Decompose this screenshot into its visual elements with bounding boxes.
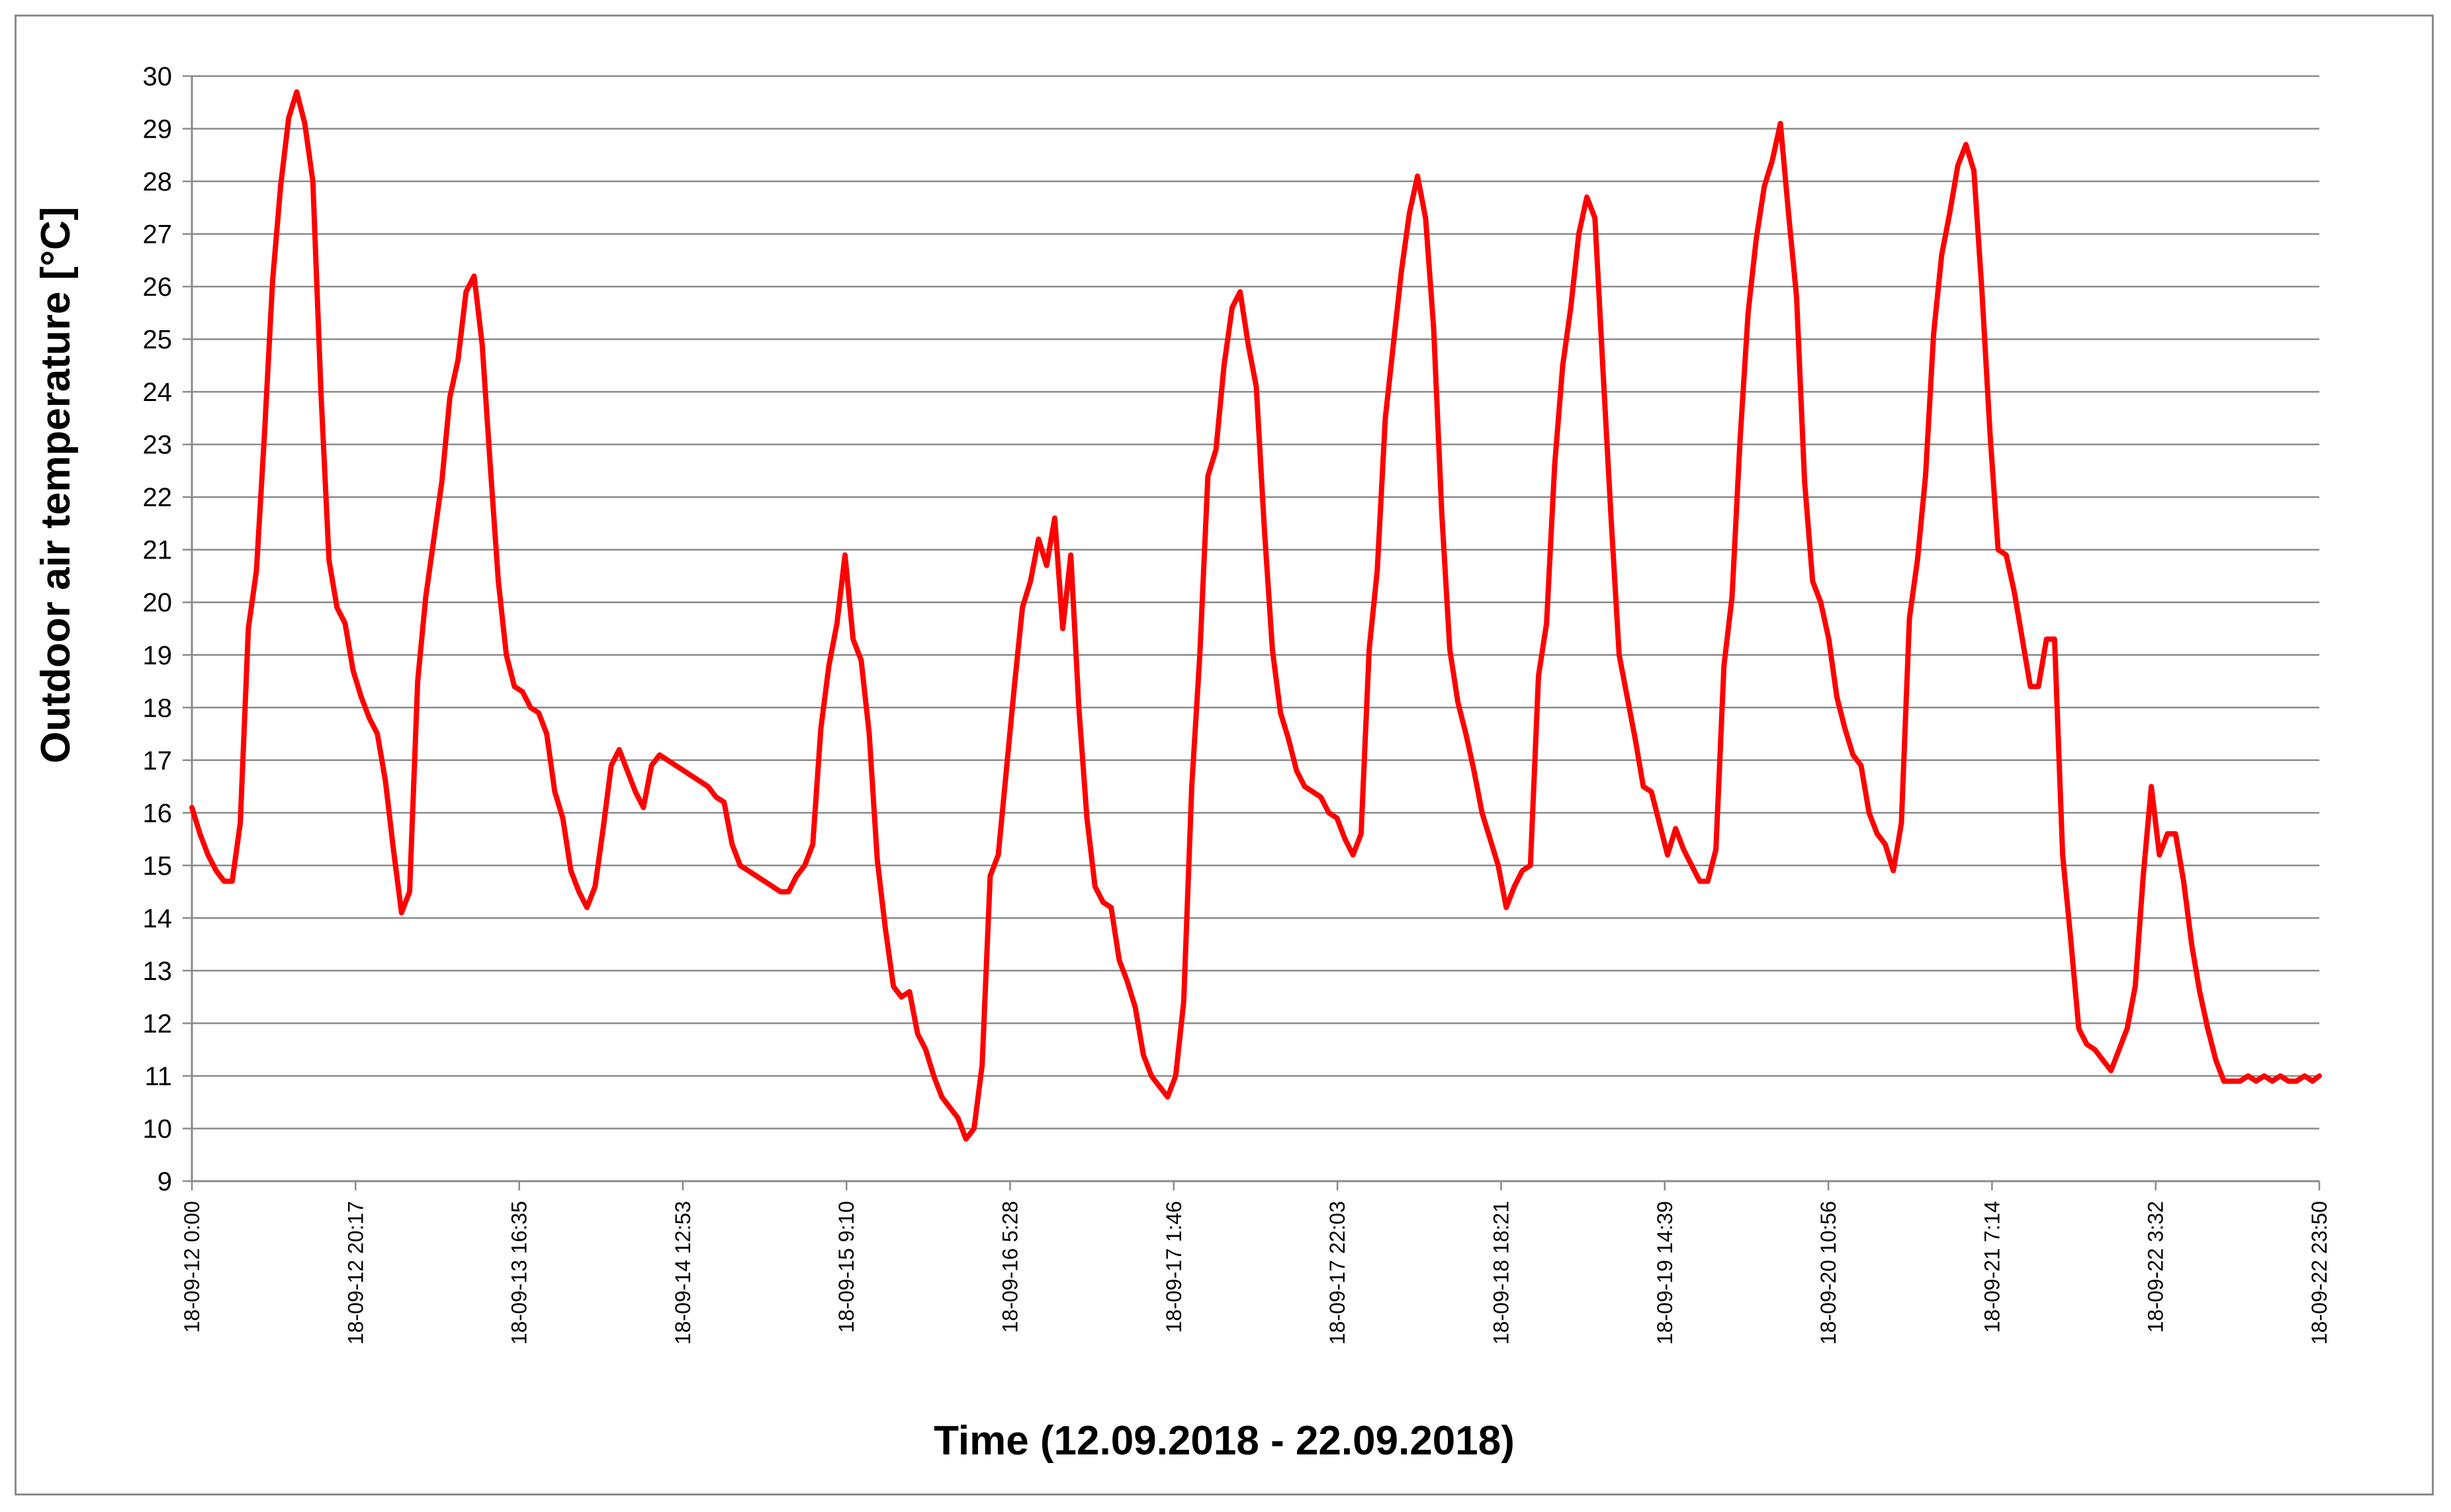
x-tick-label: 18-09-12 20:17: [343, 1201, 367, 1345]
x-tick-label: 18-09-15 9:10: [834, 1201, 858, 1333]
x-tick-label: 18-09-22 23:50: [2307, 1201, 2331, 1345]
x-axis-title: Time (12.09.2018 - 22.09.2018): [934, 1418, 1515, 1464]
y-tick-label: 17: [143, 746, 173, 776]
y-tick-label: 30: [143, 62, 173, 91]
y-tick-label: 10: [143, 1114, 173, 1143]
y-tick-label: 23: [143, 431, 173, 460]
x-tick-label: 18-09-16 5:28: [999, 1201, 1022, 1333]
y-tick-label: 29: [143, 115, 173, 144]
y-tick-label: 19: [143, 641, 173, 670]
y-tick-label: 24: [143, 378, 173, 407]
y-tick-label: 26: [143, 273, 173, 302]
y-tick-label: 25: [143, 326, 173, 355]
x-tick-label: 18-09-14 12:53: [671, 1201, 695, 1345]
y-tick-label: 15: [143, 852, 173, 881]
chart-frame: [15, 15, 2434, 1495]
y-tick-labels: 9 10 11 12 13 14 15 16 17 18 19 20 21 22 23 24 25 26 27 28 2…: [143, 62, 173, 1196]
axes: [183, 75, 2321, 1190]
y-axis-title: Outdoor air temperature [°C]: [33, 206, 79, 763]
x-tick-label: 18-09-20 10:56: [1816, 1201, 1840, 1345]
y-tick-label: 27: [143, 220, 173, 249]
y-tick-label: 18: [143, 693, 173, 723]
temperature-series-line: [189, 89, 2322, 1142]
x-tick-label: 18-09-19 14:39: [1653, 1201, 1677, 1345]
x-tick-label: 18-09-21 7:14: [1980, 1201, 2004, 1333]
y-tick-label: 22: [143, 483, 173, 512]
y-tick-label: 20: [143, 588, 173, 617]
x-tick-label: 18-09-22 3:32: [2144, 1201, 2168, 1333]
series-layer: [189, 89, 2322, 1142]
y-tick-label: 14: [143, 904, 173, 933]
gridlines: [192, 75, 2319, 1130]
x-tick-label: 18-09-17 22:03: [1325, 1201, 1349, 1345]
x-tick-label: 18-09-13 16:35: [508, 1201, 531, 1345]
x-tick-labels: 18-09-12 0:00 18-09-12 20:17 18-09-13 16:3…: [180, 1201, 2331, 1345]
y-tick-label: 21: [143, 536, 173, 565]
y-tick-label: 16: [143, 799, 173, 828]
y-tick-label: 9: [157, 1167, 172, 1196]
x-tick-label: 18-09-12 0:00: [180, 1201, 204, 1333]
x-tick-label: 18-09-17 1:46: [1162, 1201, 1186, 1333]
y-tick-label: 13: [143, 957, 173, 986]
x-tick-label: 18-09-18 18:21: [1489, 1201, 1513, 1345]
y-tick-label: 28: [143, 167, 173, 197]
y-tick-label: 11: [144, 1062, 172, 1091]
y-tick-label: 12: [143, 1009, 173, 1038]
